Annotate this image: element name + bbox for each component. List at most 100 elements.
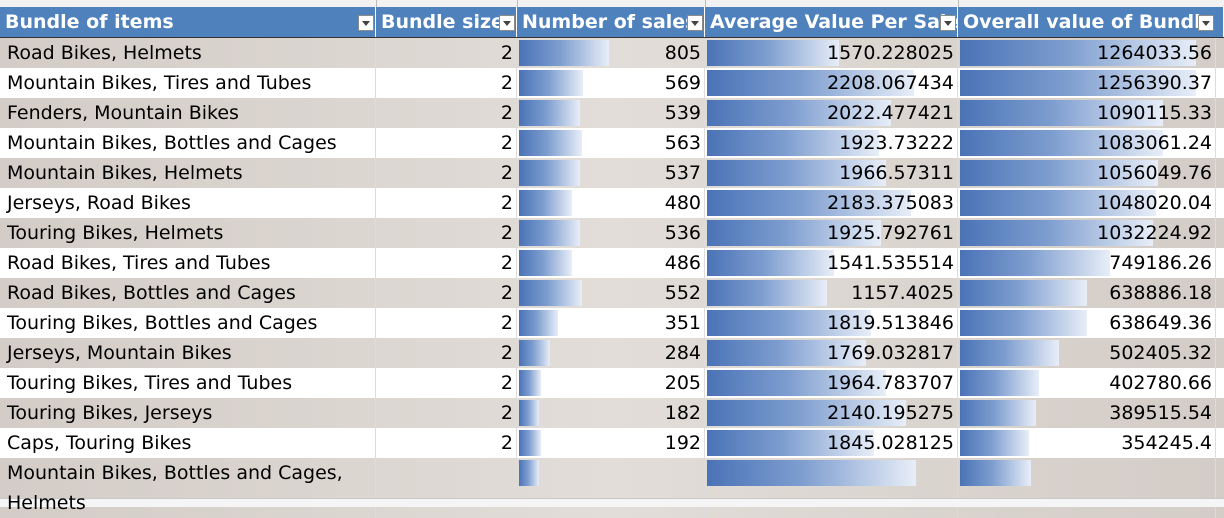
cell-bundle-of-items[interactable]: Touring Bikes, Bottles and Cages <box>0 308 376 338</box>
cell-overall-value[interactable]: 749186.26 <box>958 248 1216 278</box>
cell-number-of-sales[interactable]: 480 <box>517 188 705 218</box>
cell-average-value[interactable]: 2208.067434 <box>705 68 958 98</box>
cell-overall-value[interactable]: 638886.18 <box>958 278 1216 308</box>
cell-bundle-size[interactable]: 2 <box>376 38 517 68</box>
cell-average-value[interactable]: 1819.513846 <box>705 308 958 338</box>
cell-number-of-sales[interactable]: 205 <box>517 368 705 398</box>
cell-bundle-of-items[interactable]: Touring Bikes, Tires and Tubes <box>0 368 376 398</box>
cell-bundle-size[interactable]: 2 <box>376 398 517 428</box>
cell-bundle-size[interactable]: 2 <box>376 308 517 338</box>
cell-bundle-of-items[interactable]: Road Bikes, Helmets <box>0 38 376 68</box>
cell-bundle-size[interactable]: 2 <box>376 248 517 278</box>
cell-number-of-sales[interactable]: 569 <box>517 68 705 98</box>
table-row[interactable]: Touring Bikes, Bottles and Cages 2 351 1819… <box>0 308 1224 338</box>
table-row[interactable]: Road Bikes, Tires and Tubes 2 486 1541.5355… <box>0 248 1224 278</box>
header-average-value-per-sale[interactable]: Average Value Per Sale <box>705 7 958 37</box>
cell-number-of-sales[interactable]: 563 <box>517 128 705 158</box>
cell-bundle-of-items[interactable]: Touring Bikes, Jerseys <box>0 398 376 428</box>
cell-number-of-sales[interactable]: 351 <box>517 308 705 338</box>
table-row[interactable]: Touring Bikes, Helmets 2 536 1925.792761 103… <box>0 218 1224 248</box>
cell-average-value[interactable]: 2022.477421 <box>705 98 958 128</box>
cell-average-value[interactable]: 1923.73222 <box>705 128 958 158</box>
cell-overall-value[interactable]: 638649.36 <box>958 308 1216 338</box>
cell-average-value[interactable]: 1541.535514 <box>705 248 958 278</box>
cell-bundle-size[interactable]: 2 <box>376 188 517 218</box>
cell-overall-value[interactable] <box>958 458 1216 518</box>
table-row[interactable]: Mountain Bikes, Bottles and Cages 2 563 192… <box>0 128 1224 158</box>
cell-number-of-sales[interactable] <box>517 458 705 518</box>
table-row[interactable]: Touring Bikes, Tires and Tubes 2 205 1964.7… <box>0 368 1224 398</box>
cell-bundle-size[interactable]: 2 <box>376 158 517 188</box>
table-row[interactable]: Caps, Touring Bikes 2 192 1845.028125 354245… <box>0 428 1224 458</box>
filter-dropdown-icon[interactable] <box>940 15 956 31</box>
cell-bundle-size[interactable]: 2 <box>376 218 517 248</box>
cell-bundle-size[interactable]: 2 <box>376 128 517 158</box>
cell-average-value[interactable]: 1964.783707 <box>705 368 958 398</box>
cell-overall-value[interactable]: 389515.54 <box>958 398 1216 428</box>
filter-dropdown-icon[interactable] <box>1198 15 1214 31</box>
cell-number-of-sales[interactable]: 536 <box>517 218 705 248</box>
cell-bundle-size[interactable]: 2 <box>376 278 517 308</box>
cell-bundle-of-items[interactable]: Road Bikes, Bottles and Cages <box>0 278 376 308</box>
cell-average-value[interactable]: 1845.028125 <box>705 428 958 458</box>
cell-bundle-size[interactable] <box>376 458 517 518</box>
cell-average-value[interactable]: 2140.195275 <box>705 398 958 428</box>
cell-overall-value[interactable]: 354245.4 <box>958 428 1216 458</box>
cell-bundle-size[interactable]: 2 <box>376 98 517 128</box>
table-row[interactable]: Jerseys, Mountain Bikes 2 284 1769.032817 50… <box>0 338 1224 368</box>
cell-overall-value[interactable]: 1032224.92 <box>958 218 1216 248</box>
table-row[interactable]: Mountain Bikes, Bottles and Cages, Helme… <box>0 458 1224 518</box>
cell-average-value[interactable]: 1925.792761 <box>705 218 958 248</box>
cell-overall-value[interactable]: 1090115.33 <box>958 98 1216 128</box>
header-bundle-size[interactable]: Bundle size <box>376 7 517 37</box>
cell-bundle-of-items[interactable]: Mountain Bikes, Bottles and Cages <box>0 128 376 158</box>
cell-bundle-of-items[interactable]: Mountain Bikes, Helmets <box>0 158 376 188</box>
table-row[interactable]: Road Bikes, Bottles and Cages 2 552 1157.40… <box>0 278 1224 308</box>
cell-average-value[interactable]: 1966.57311 <box>705 158 958 188</box>
cell-number-of-sales[interactable]: 805 <box>517 38 705 68</box>
cell-average-value[interactable]: 1157.4025 <box>705 278 958 308</box>
cell-bundle-size[interactable]: 2 <box>376 338 517 368</box>
cell-overall-value[interactable]: 1264033.56 <box>958 38 1216 68</box>
table-row[interactable]: Mountain Bikes, Tires and Tubes 2 569 2208.… <box>0 68 1224 98</box>
cell-bundle-of-items[interactable]: Mountain Bikes, Tires and Tubes <box>0 68 376 98</box>
cell-overall-value[interactable]: 402780.66 <box>958 368 1216 398</box>
cell-number-of-sales[interactable]: 486 <box>517 248 705 278</box>
cell-number-of-sales[interactable]: 539 <box>517 98 705 128</box>
cell-number-of-sales[interactable]: 552 <box>517 278 705 308</box>
cell-bundle-of-items[interactable]: Caps, Touring Bikes <box>0 428 376 458</box>
cell-average-value[interactable]: 1570.228025 <box>705 38 958 68</box>
cell-overall-value[interactable]: 1056049.76 <box>958 158 1216 188</box>
cell-bundle-of-items[interactable]: Touring Bikes, Helmets <box>0 218 376 248</box>
header-number-of-sales[interactable]: Number of sales <box>517 7 705 37</box>
cell-overall-value[interactable]: 502405.32 <box>958 338 1216 368</box>
header-bundle-of-items[interactable]: Bundle of items <box>0 7 376 37</box>
header-overall-value-of-bundle[interactable]: Overall value of Bundle <box>958 7 1224 37</box>
cell-bundle-of-items[interactable]: Road Bikes, Tires and Tubes <box>0 248 376 278</box>
cell-number-of-sales[interactable]: 182 <box>517 398 705 428</box>
filter-dropdown-icon[interactable] <box>358 15 374 31</box>
table-row[interactable]: Mountain Bikes, Helmets 2 537 1966.57311 105… <box>0 158 1224 188</box>
table-row[interactable]: Touring Bikes, Jerseys 2 182 2140.195275 389… <box>0 398 1224 428</box>
cell-bundle-of-items[interactable]: Fenders, Mountain Bikes <box>0 98 376 128</box>
cell-overall-value[interactable]: 1083061.24 <box>958 128 1216 158</box>
cell-bundle-size[interactable]: 2 <box>376 428 517 458</box>
table-row[interactable]: Jerseys, Road Bikes 2 480 2183.375083 104802… <box>0 188 1224 218</box>
cell-bundle-size[interactable]: 2 <box>376 68 517 98</box>
cell-bundle-of-items[interactable]: Jerseys, Road Bikes <box>0 188 376 218</box>
filter-dropdown-icon[interactable] <box>499 15 515 31</box>
cell-average-value[interactable]: 2183.375083 <box>705 188 958 218</box>
cell-bundle-of-items[interactable]: Mountain Bikes, Bottles and Cages, Helme… <box>0 458 376 518</box>
table-row[interactable]: Road Bikes, Helmets 2 805 1570.228025 126403… <box>0 38 1224 68</box>
cell-bundle-size[interactable]: 2 <box>376 368 517 398</box>
cell-number-of-sales[interactable]: 192 <box>517 428 705 458</box>
filter-dropdown-icon[interactable] <box>687 15 703 31</box>
cell-number-of-sales[interactable]: 537 <box>517 158 705 188</box>
cell-overall-value[interactable]: 1256390.37 <box>958 68 1216 98</box>
table-row[interactable]: Fenders, Mountain Bikes 2 539 2022.477421 10… <box>0 98 1224 128</box>
cell-overall-value[interactable]: 1048020.04 <box>958 188 1216 218</box>
cell-number-of-sales[interactable]: 284 <box>517 338 705 368</box>
cell-average-value[interactable] <box>705 458 958 518</box>
cell-bundle-of-items[interactable]: Jerseys, Mountain Bikes <box>0 338 376 368</box>
cell-average-value[interactable]: 1769.032817 <box>705 338 958 368</box>
